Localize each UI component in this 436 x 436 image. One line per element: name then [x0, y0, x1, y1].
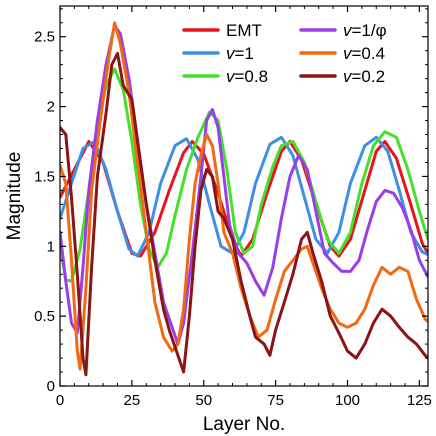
x-tick-label: 25	[124, 392, 141, 409]
y-tick-label: 0	[47, 378, 55, 395]
legend: EMT v=1 v=0.8 v=1/φ v=0.4 v=0.2	[182, 21, 387, 86]
plot-area-frame	[59, 5, 429, 387]
y-tick-label: 1.5	[34, 168, 55, 185]
legend-label-2: v=0.8	[226, 67, 268, 86]
x-tick-label: 75	[267, 392, 284, 409]
series-layer	[60, 21, 428, 377]
x-axis-title: Layer No.	[203, 414, 285, 435]
legend-label-3: v=1/φ	[343, 21, 387, 40]
y-axis-title: Magnitude	[4, 152, 25, 241]
series-line-5	[60, 52, 428, 377]
y-tick-label: 2	[47, 99, 55, 116]
x-tick-label: 50	[195, 392, 212, 409]
x-tick-label: 100	[335, 392, 360, 409]
x-tick-label: 0	[56, 392, 64, 409]
series-line-2	[60, 67, 428, 283]
axis-ticks: 0 25 50 75 100 125 0 0.5 1 1.5 2 2.5	[34, 6, 432, 409]
y-tick-label: 0.5	[34, 308, 55, 325]
series-line-1	[60, 135, 428, 258]
legend-label-5: v=0.2	[343, 67, 385, 86]
y-tick-label: 1	[47, 238, 55, 255]
legend-label-0: EMT	[226, 21, 262, 40]
series-line-4	[60, 21, 428, 371]
legend-label-1: v=1	[226, 44, 254, 63]
y-tick-label: 2.5	[34, 29, 55, 46]
x-tick-label: 125	[407, 392, 432, 409]
legend-label-4: v=0.4	[343, 44, 385, 63]
